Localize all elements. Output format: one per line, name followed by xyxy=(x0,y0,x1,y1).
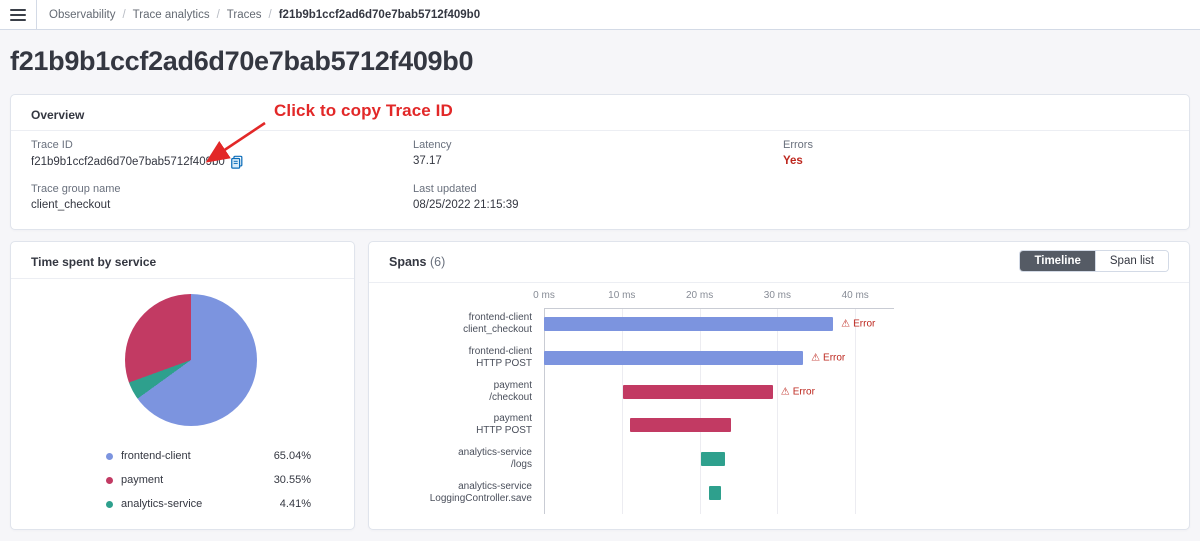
gridline xyxy=(699,308,701,514)
breadcrumb-separator: / xyxy=(268,8,272,21)
axis-tick-label: 10 ms xyxy=(608,290,636,301)
span-bar[interactable] xyxy=(623,384,773,399)
span-error-flag: ⚠ Error xyxy=(811,352,846,364)
latency-field: Latency 37.17 xyxy=(413,139,452,167)
spans-panel: Spans (6) Timeline Span list 0 ms 10 ms 20 … xyxy=(368,241,1190,530)
hamburger-menu-icon[interactable] xyxy=(10,8,26,21)
span-row-label: payment HTTP POST xyxy=(476,413,532,437)
timeline-chart: 0 ms 10 ms 20 ms 30 ms 40 ms frontend-client c… xyxy=(389,288,1169,521)
legend-row[interactable]: frontend-client 65.04% xyxy=(106,444,311,468)
top-navigation-bar: Observability / Trace analytics / Traces / f21… xyxy=(0,0,1200,30)
view-button-span-list[interactable]: Span list xyxy=(1094,251,1168,271)
trace-id-field: Trace ID f21b9b1ccf2ad6d70e7bab5712f409b… xyxy=(31,139,244,169)
legend-label: frontend-client xyxy=(121,450,191,462)
annotation-click-to-copy: Click to copy Trace ID xyxy=(274,101,453,120)
span-row-label: payment/checkout xyxy=(489,379,532,403)
breadcrumb-separator: / xyxy=(216,8,220,21)
breadcrumb-item: f21b9b1ccf2ad6d70e7bab5712f409b0 xyxy=(278,8,481,21)
warning-icon: ⚠ xyxy=(811,352,821,364)
trace-group-value: client_checkout xyxy=(31,199,111,211)
axis-tick-label: 20 ms xyxy=(685,290,714,301)
legend-label: analytics-service xyxy=(121,498,203,510)
time-spent-title: Time spent by service xyxy=(31,255,157,269)
spans-title: Spans (6) xyxy=(389,255,445,269)
legend-dot-icon xyxy=(106,500,113,508)
legend-value: 4.41% xyxy=(279,498,311,510)
pie-legend: frontend-client 65.04% payment 30.55% analyt… xyxy=(106,444,311,516)
latency-value: 37.17 xyxy=(413,155,442,167)
span-error-flag: ⚠ Error xyxy=(780,386,815,398)
axis-tick-label: 40 ms xyxy=(841,290,869,301)
spans-view-toggle: Timeline Span list xyxy=(1019,250,1169,272)
overview-panel: Overview Trace ID f21b9b1ccf2ad6d70e7bab… xyxy=(10,94,1190,230)
gridline xyxy=(855,308,857,514)
legend-dot-icon xyxy=(106,452,113,460)
view-button-timeline[interactable]: Timeline xyxy=(1020,251,1095,271)
latency-label: Latency xyxy=(413,139,452,151)
breadcrumb-item[interactable]: Traces xyxy=(226,8,262,21)
errors-value: Yes xyxy=(783,155,803,167)
trace-id-value: f21b9b1ccf2ad6d70e7bab5712f409b0 xyxy=(31,156,225,168)
trace-group-label: Trace group name xyxy=(31,183,121,195)
last-updated-label: Last updated xyxy=(413,183,477,195)
page-header: f21b9b1ccf2ad6d70e7bab5712f409b0 xyxy=(0,30,1200,88)
trace-group-field: Trace group name client_checkout xyxy=(31,183,120,211)
trace-id-label: Trace ID xyxy=(31,139,73,151)
time-spent-panel: Time spent by service frontend-client 65.… xyxy=(10,241,355,530)
legend-dot-icon xyxy=(106,476,113,484)
last-updated-field: Last updated 08/25/2022 21:15:39 xyxy=(413,183,519,211)
span-row-label: frontend-client client_checkout xyxy=(463,312,532,335)
span-bar[interactable] xyxy=(708,486,722,500)
annotation-arrow-icon xyxy=(205,121,266,163)
warning-icon: ⚠ xyxy=(780,386,790,398)
breadcrumb: Observability / Trace analytics / Traces / f21… xyxy=(49,9,480,21)
breadcrumb-item[interactable]: Trace analytics xyxy=(132,8,210,21)
span-bar[interactable] xyxy=(629,418,731,433)
legend-value: 65.04% xyxy=(273,450,311,462)
axis-tick-label: 0 ms xyxy=(533,290,555,301)
page-title: f21b9b1ccf2ad6d70e7bab5712f409b0 xyxy=(10,46,474,76)
spans-title-text: Spans xyxy=(389,255,427,269)
span-row-label: frontend-client HTTP POST xyxy=(468,345,532,369)
x-axis-line xyxy=(544,308,895,309)
legend-row[interactable]: payment 30.55% xyxy=(106,468,311,492)
panel-divider xyxy=(369,282,1189,283)
span-row-label: analytics-service/logs xyxy=(458,447,532,471)
legend-label: payment xyxy=(121,474,164,486)
span-bar[interactable] xyxy=(544,317,834,331)
span-bar[interactable] xyxy=(701,452,726,467)
errors-label: Errors xyxy=(783,139,813,151)
topbar-divider xyxy=(36,0,37,30)
span-row-label: analytics-service LoggingController.save xyxy=(429,481,532,504)
breadcrumb-separator: / xyxy=(122,8,126,21)
overview-heading: Overview xyxy=(31,108,85,122)
last-updated-value: 08/25/2022 21:15:39 xyxy=(413,199,519,211)
panel-divider xyxy=(11,130,1189,131)
axis-tick-label: 30 ms xyxy=(763,290,792,301)
copy-icon[interactable] xyxy=(230,155,244,169)
gridline xyxy=(621,308,623,514)
pie-chart[interactable] xyxy=(125,294,257,426)
breadcrumb-item[interactable]: Observability xyxy=(49,8,116,21)
legend-value: 30.55% xyxy=(273,474,311,486)
errors-field: Errors Yes xyxy=(783,139,813,167)
gridline xyxy=(777,308,779,514)
legend-row[interactable]: analytics-service 4.41% xyxy=(106,492,311,516)
warning-icon: ⚠ xyxy=(841,318,851,330)
span-error-flag: ⚠ Error xyxy=(841,318,876,330)
span-bar[interactable] xyxy=(544,350,804,365)
panel-divider xyxy=(11,278,354,279)
spans-count: (6) xyxy=(430,255,446,269)
y-axis-line xyxy=(544,308,545,514)
